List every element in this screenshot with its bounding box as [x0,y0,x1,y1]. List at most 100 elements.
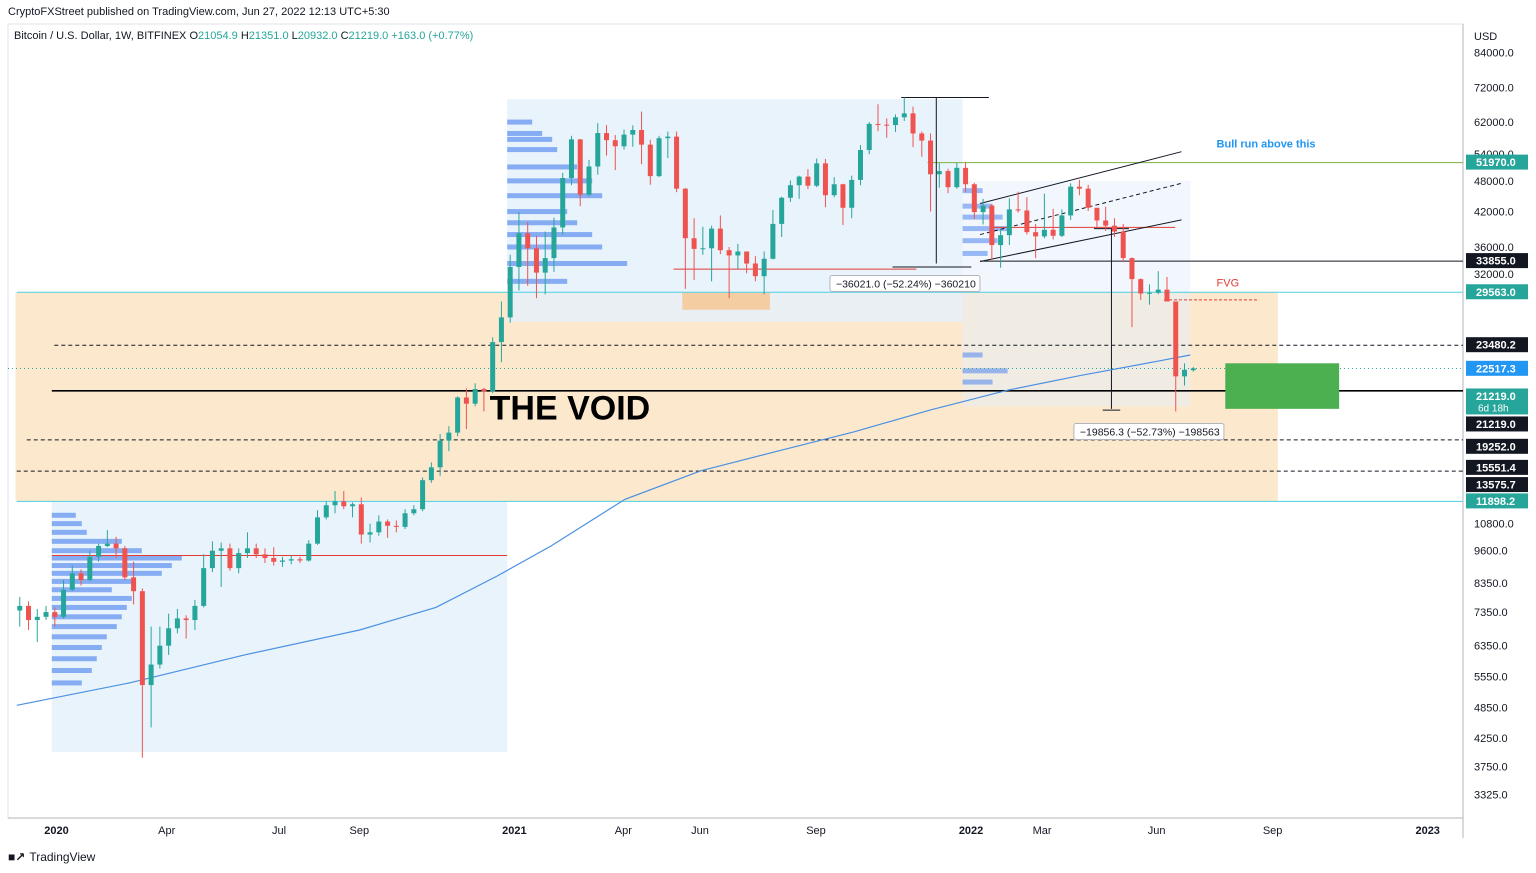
candle-body [621,134,627,147]
candle-body [1155,289,1161,293]
price-flag-label: 29563.0 [1476,287,1516,299]
measure-label-1: −36021.0 (−52.24%) −360210 [836,278,976,290]
symbol-legend: Bitcoin / U.S. Dollar, 1W, BITFINEX O210… [14,30,473,42]
candle-body [910,113,916,134]
y-tick-label: 62000.0 [1474,117,1514,129]
y-tick-label: 18000.0 [1474,401,1514,413]
candle-body [69,573,75,590]
candle-body [148,664,154,686]
void-zone-box [15,292,1278,502]
volume-profile-bar [51,604,127,610]
candle-body [1085,188,1091,208]
y-tick-label: 7350.0 [1474,607,1508,619]
y-tick-label: 9600.0 [1474,546,1508,558]
candle-body [288,559,294,561]
candle-body [1050,229,1056,236]
volume-profile-bar [51,570,162,576]
volume-profile-bar [51,521,82,527]
open-value: 21054.9 [198,30,238,42]
candle-body [367,532,373,535]
volume-profile-bar [962,203,993,209]
candle-body [586,166,592,195]
volume-profile-bar [507,147,558,153]
publisher-line: CryptoFXStreet published on TradingView.… [8,6,390,18]
candle-body [350,504,356,507]
price-flag [1466,438,1528,454]
volume-profile-bar [51,529,87,535]
candle-body [901,113,907,118]
volume-profile-bar [507,130,543,136]
candle-body [174,618,180,629]
close-value: 21219.0 [348,30,389,42]
candle-body [682,188,688,239]
price-flag-label: 21219.0 [1476,391,1516,403]
footer: ■↗ TradingView [8,850,95,864]
candle-body [963,167,969,185]
candle-body [691,238,697,249]
candle-body [980,205,986,213]
open-label: O [189,30,199,42]
volume-profile-bar [51,512,76,518]
candle-body [87,556,93,581]
void-title-label: THE VOID [490,389,651,427]
volume-profile-bar [507,136,553,142]
volume-profile-bar [962,238,998,244]
volume-profile-bar [51,548,142,554]
volume-profile-bar [962,226,1008,232]
candle-body [411,509,417,514]
candle-body [604,133,610,141]
volume-profile-bar [51,668,92,674]
candle-body [542,258,548,273]
candle-body [323,505,329,518]
candle-body [52,612,58,617]
candle-body [928,140,934,175]
price-flag-label: 15551.4 [1476,462,1517,474]
candle-body [420,480,426,510]
candle-body [1146,292,1152,294]
plot-frame [7,23,1464,819]
change-value: +163.0 (+0.77%) [391,30,474,42]
candle-body [1164,289,1170,302]
volume-profile-bar [962,214,1003,220]
price-flag [1466,477,1528,493]
symbol-title: Bitcoin / U.S. Dollar, 1W, BITFINEX [14,30,187,42]
volume-profile-bar [51,587,112,593]
candle-body [34,616,40,621]
price-flag [1466,337,1528,353]
candle-body [157,645,163,665]
price-flag [1466,253,1528,269]
x-tick-label: Jun [691,825,709,837]
candle-body [393,525,399,527]
candle-body [262,554,268,559]
candle-body [131,577,137,592]
price-flag-label: 21219.0 [1476,419,1516,431]
candle-body [568,139,574,179]
volume-profile-bar [962,368,1008,374]
candle-body [122,548,128,578]
y-tick-label: 6350.0 [1474,641,1508,653]
candle-body [805,176,811,186]
candle-body [244,548,250,554]
channel-lower-line [979,219,1182,262]
volume-profile-bar [51,614,122,620]
volume-profile-bar [51,656,97,662]
price-flag-label: 11898.2 [1476,496,1515,508]
candle-body [717,228,723,251]
candle-body [43,612,49,617]
candle-body [218,548,224,551]
price-flag-label: 13575.7 [1476,480,1516,492]
candle-body [770,223,776,259]
candle-body [954,167,960,188]
candle-body [1120,231,1126,259]
candle-body [893,117,899,126]
y-axis-unit-label: USD [1474,31,1497,43]
x-tick-label: Jun [1148,825,1166,837]
candle-body [752,263,758,277]
candle-body [533,248,539,273]
candle-body [498,317,504,343]
candle-body [884,124,890,126]
x-tick-label: Jul [272,825,286,837]
candle-body [253,548,259,555]
y-tick-label: 3325.0 [1474,789,1508,801]
